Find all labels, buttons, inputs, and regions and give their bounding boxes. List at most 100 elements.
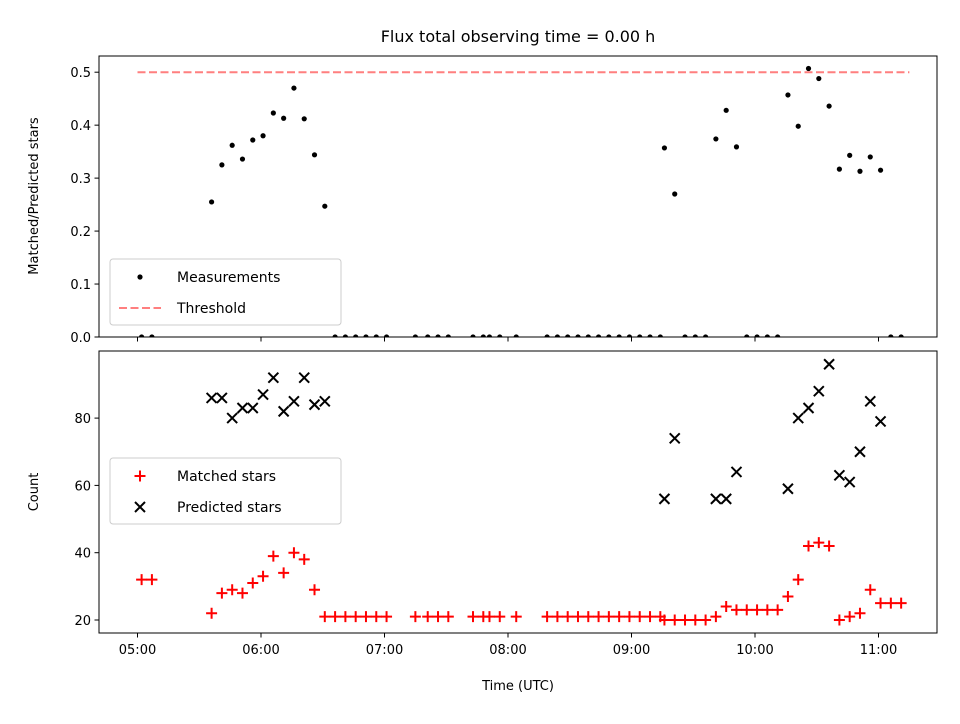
measurements-point bbox=[480, 334, 486, 337]
y-tick-label-count: 40 bbox=[74, 547, 91, 562]
axes-frame-count bbox=[98, 350, 938, 634]
measurements-point bbox=[672, 191, 678, 197]
matched-stars-point bbox=[895, 597, 907, 609]
matched-stars-point bbox=[833, 614, 845, 626]
measurements-point bbox=[139, 334, 145, 337]
x-tick-label: 07:00 bbox=[366, 643, 403, 658]
measurements-point bbox=[209, 199, 215, 205]
predicted-stars-point bbox=[823, 358, 835, 370]
matched-stars-point bbox=[864, 584, 876, 596]
measurements-point bbox=[239, 156, 246, 162]
matched-stars-point bbox=[658, 614, 670, 626]
measurements-point bbox=[513, 334, 519, 337]
legend-ratio: Measurements Threshold bbox=[109, 258, 342, 326]
matched-stars-point bbox=[422, 611, 434, 623]
matched-stars-point bbox=[562, 611, 574, 623]
matched-stars-point bbox=[720, 601, 732, 613]
predicted-stars-point bbox=[813, 385, 825, 397]
measurements-point bbox=[764, 334, 770, 337]
predicted-stars-point bbox=[319, 395, 331, 407]
matched-stars-point bbox=[593, 611, 605, 623]
matched-stars-point bbox=[267, 550, 279, 562]
matched-stars-point bbox=[669, 614, 681, 626]
predicted-stars-point bbox=[782, 483, 794, 495]
matched-stars-point bbox=[339, 611, 351, 623]
x-tick-label: 11:00 bbox=[860, 643, 897, 658]
measurements-point bbox=[713, 136, 719, 142]
matched-stars-point bbox=[236, 587, 248, 599]
measurements-point bbox=[363, 334, 369, 337]
matched-stars-point bbox=[146, 574, 158, 586]
x-axis-label: Time (UTC) bbox=[481, 679, 554, 694]
matched-stars-point bbox=[510, 611, 522, 623]
measurements-point bbox=[857, 168, 863, 174]
measurements-point bbox=[149, 334, 155, 337]
measurements-point bbox=[703, 334, 709, 337]
measurements-point bbox=[219, 162, 225, 168]
predicted-stars-point bbox=[247, 402, 259, 414]
measurements-point bbox=[383, 334, 390, 337]
predicted-stars-point bbox=[277, 405, 290, 418]
predicted-stars-point bbox=[658, 493, 671, 505]
measurements-point bbox=[816, 75, 822, 82]
matched-stars-point bbox=[572, 611, 584, 623]
matched-stars-point bbox=[582, 611, 594, 623]
predicted-stars-point bbox=[298, 372, 310, 384]
predicted-stars-point bbox=[205, 392, 218, 404]
measurements-point bbox=[733, 144, 740, 150]
predicted-stars-point bbox=[802, 402, 815, 414]
data-count bbox=[136, 358, 907, 626]
matched-stars-point bbox=[603, 611, 615, 623]
matched-stars-point bbox=[226, 584, 238, 596]
matched-stars-point bbox=[136, 574, 148, 586]
y-tick-label-ratio: 0.3 bbox=[70, 172, 91, 187]
y-tick-label-ratio: 0.2 bbox=[70, 225, 91, 240]
legend-label: Matched stars bbox=[177, 469, 276, 485]
matched-stars-point bbox=[679, 614, 691, 626]
measurements-point bbox=[497, 334, 503, 337]
matched-stars-point bbox=[741, 604, 753, 616]
matched-stars-point bbox=[710, 611, 722, 623]
measurements-point bbox=[847, 152, 853, 158]
measurements-point bbox=[877, 167, 884, 173]
legend-label: Threshold bbox=[176, 301, 246, 317]
legend-swatch bbox=[137, 274, 143, 280]
measurements-point bbox=[585, 334, 591, 337]
measurements-point bbox=[682, 334, 688, 337]
matched-stars-point bbox=[247, 577, 259, 589]
legend-box-ratio bbox=[109, 258, 342, 326]
measurements-point bbox=[647, 334, 653, 337]
measurements-point bbox=[626, 334, 633, 337]
predicted-stars-point bbox=[833, 469, 846, 482]
measurements-point bbox=[554, 334, 560, 337]
matched-stars-point bbox=[257, 570, 269, 582]
matched-stars-point bbox=[206, 607, 218, 619]
measurements-point bbox=[888, 334, 894, 337]
y-tick-label-ratio: 0.4 bbox=[70, 119, 91, 134]
measurements-point bbox=[744, 334, 750, 337]
measurements-point bbox=[435, 334, 441, 337]
matched-stars-point bbox=[813, 537, 825, 549]
matched-stars-point bbox=[442, 611, 454, 623]
predicted-stars-point bbox=[669, 432, 681, 444]
measurements-point bbox=[785, 92, 791, 98]
matched-stars-point bbox=[381, 611, 393, 623]
matched-stars-point bbox=[644, 611, 656, 623]
measurements-point bbox=[281, 115, 287, 121]
measurements-point bbox=[754, 334, 760, 337]
measurements-point bbox=[595, 334, 602, 337]
measurements-point bbox=[544, 334, 550, 337]
predicted-stars-point bbox=[792, 412, 804, 424]
matched-stars-point bbox=[761, 604, 773, 616]
matched-stars-point bbox=[854, 607, 866, 619]
predicted-stars-point bbox=[288, 395, 300, 407]
matched-stars-point bbox=[360, 611, 372, 623]
y-tick-label-ratio: 0.5 bbox=[70, 66, 91, 81]
legend-swatch bbox=[134, 501, 146, 513]
panel-count: 05:00 06:00 07:00 08:00 09:00 10:00 11:00 20 40 6… bbox=[27, 350, 938, 658]
matched-stars-point bbox=[288, 547, 300, 559]
measurements-point bbox=[322, 203, 328, 209]
matched-stars-point bbox=[751, 604, 763, 616]
x-tick-label: 10:00 bbox=[736, 643, 773, 658]
predicted-stars-point bbox=[710, 493, 722, 505]
